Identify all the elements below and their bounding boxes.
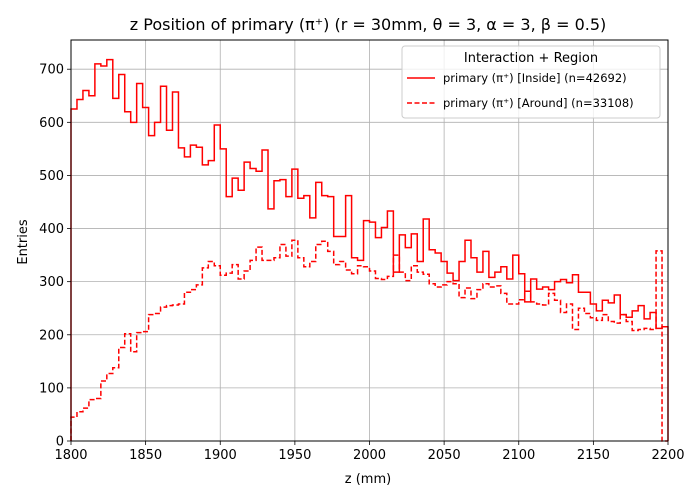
y-tick-label: 0 bbox=[56, 435, 64, 450]
x-axis-label: z (mm) bbox=[345, 472, 391, 487]
x-tick-label: 2050 bbox=[428, 448, 461, 463]
histogram-step-line bbox=[70, 58, 669, 441]
series-inside bbox=[70, 58, 669, 441]
legend-label-inside: primary (π⁺) [Inside] (n=42692) bbox=[443, 71, 627, 85]
x-tick-label: 1900 bbox=[204, 448, 237, 463]
y-tick-label: 700 bbox=[39, 63, 64, 78]
y-tick-label: 300 bbox=[39, 275, 64, 290]
legend-label-around: primary (π⁺) [Around] (n=33108) bbox=[443, 96, 634, 110]
y-axis: 0 100 200 300 400 500 600 700 bbox=[39, 63, 71, 450]
x-tick-label: 1950 bbox=[278, 448, 311, 463]
x-tick-label: 2200 bbox=[651, 448, 684, 463]
x-tick-label: 1850 bbox=[129, 448, 162, 463]
x-tick-label: 1800 bbox=[54, 448, 87, 463]
y-tick-label: 200 bbox=[39, 328, 64, 343]
x-tick-label: 2150 bbox=[577, 448, 610, 463]
x-tick-label: 2100 bbox=[502, 448, 535, 463]
y-tick-label: 100 bbox=[39, 381, 64, 396]
legend-title: Interaction + Region bbox=[464, 51, 598, 66]
y-axis-label: Entries bbox=[16, 219, 31, 265]
x-axis: 1800 1850 1900 1950 2000 2050 2100 2150 2200 bbox=[54, 441, 685, 463]
legend-box bbox=[401, 45, 661, 119]
y-tick-label: 500 bbox=[39, 169, 64, 184]
y-tick-label: 400 bbox=[39, 222, 64, 237]
histogram-step-line bbox=[70, 239, 668, 442]
series-around bbox=[70, 239, 668, 442]
series-layer bbox=[70, 58, 669, 442]
chart-title: z Position of primary (π⁺) (r = 30mm, θ … bbox=[130, 15, 607, 34]
legend: Interaction + Region primary (π⁺) [Insid… bbox=[401, 45, 661, 119]
x-tick-label: 2000 bbox=[353, 448, 386, 463]
y-tick-label: 600 bbox=[39, 116, 64, 131]
